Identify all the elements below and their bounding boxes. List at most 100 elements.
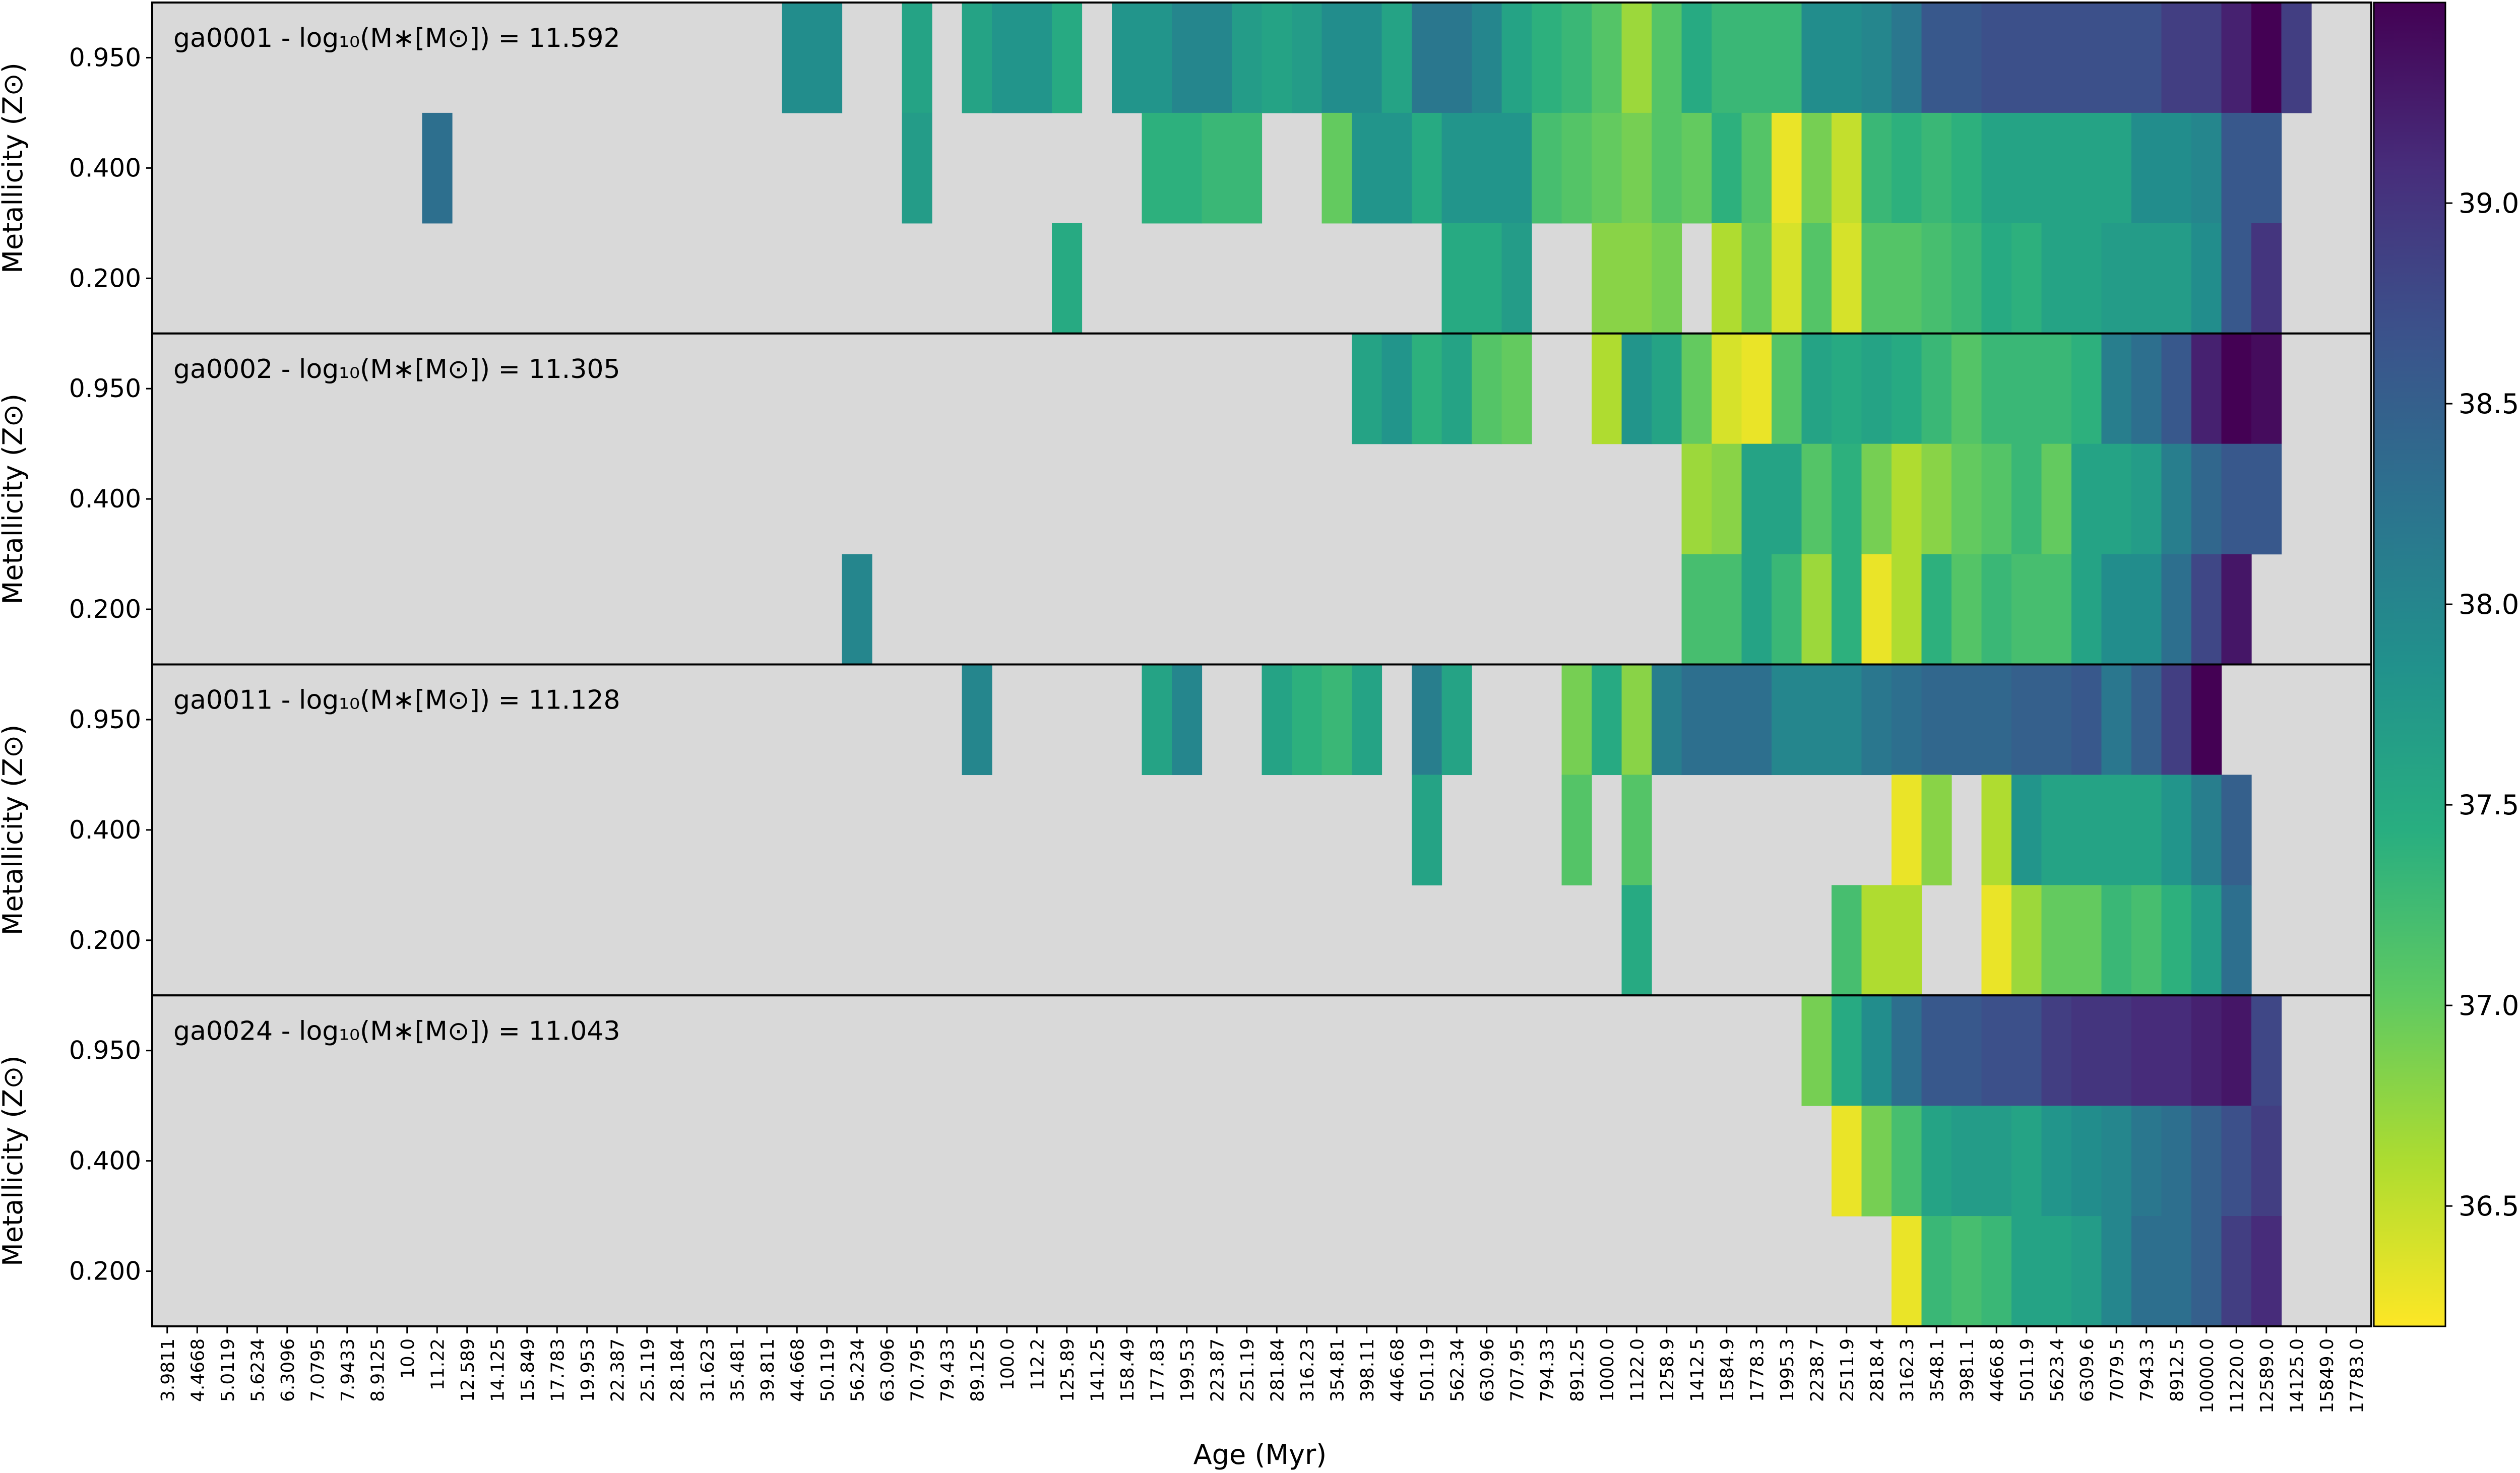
heatmap-cell	[1741, 3, 1772, 113]
heatmap-cell	[2221, 223, 2252, 334]
x-tick-label: 3162.3	[1897, 1338, 1918, 1402]
x-tick-label: 2238.7	[1807, 1338, 1828, 1402]
heatmap-cell	[2101, 1106, 2132, 1216]
x-tick-label: 63.096	[877, 1338, 898, 1402]
heatmap-cell	[422, 112, 453, 224]
panel-ga0011: 0.950 0.400 0.200 ga0011 - log₁₀(M∗[M⊙]) = …	[0, 663, 2372, 997]
heatmap-cell	[2221, 443, 2252, 555]
heatmap-cell	[1621, 333, 1652, 444]
heatmap-cell	[2161, 112, 2192, 224]
heatmap-cell	[2101, 3, 2132, 113]
heatmap-cell	[962, 664, 992, 776]
heatmap-cell	[1861, 664, 1892, 776]
heatmap-cell	[1621, 223, 1652, 334]
heatmap-cell	[1832, 112, 1862, 224]
heatmap-cell	[1112, 3, 1143, 113]
heatmap-cell	[1921, 554, 1952, 665]
heatmap-cell	[2221, 775, 2252, 885]
heatmap-cell	[1921, 3, 1952, 113]
heatmap-cell	[1832, 333, 1862, 444]
heatmap-cell	[1861, 885, 1892, 996]
heatmap-cell	[1892, 1216, 1922, 1327]
heatmap-cell	[1951, 664, 1982, 776]
heatmap-cell	[1861, 223, 1892, 334]
heatmap-cell	[1951, 995, 1982, 1106]
heatmap-cell	[2041, 112, 2072, 224]
heatmap-cell	[2131, 112, 2162, 224]
heatmap-cell	[1321, 112, 1352, 224]
heatmap-cell	[1621, 775, 1652, 885]
heatmap-cell	[1561, 3, 1592, 113]
heatmap-cell	[1292, 664, 1322, 776]
heatmap-cell	[2161, 443, 2192, 555]
heatmap-cell	[2011, 112, 2042, 224]
heatmap-cell	[1892, 223, 1922, 334]
heatmap-cell	[1832, 3, 1862, 113]
heatmap-cell	[2071, 775, 2102, 885]
heatmap-cell	[2131, 443, 2162, 555]
x-tick-label: 28.184	[667, 1338, 688, 1402]
heatmap-cell	[1741, 333, 1772, 444]
x-tick-label: 22.387	[607, 1338, 628, 1402]
heatmap-cell	[1772, 554, 1802, 665]
y-tick-label: 0.950	[69, 43, 141, 72]
heatmap-cell	[2161, 333, 2192, 444]
heatmap-cell	[2221, 995, 2252, 1106]
heatmap-cell	[2191, 1216, 2222, 1327]
y-axis-title: Metallicity (Z⊙)	[0, 725, 29, 935]
heatmap-cell	[2251, 995, 2282, 1106]
heatmap-cell	[1621, 664, 1652, 776]
heatmap-cell	[2221, 1216, 2252, 1327]
heatmap-cell	[2191, 223, 2222, 334]
heatmap-cell	[1981, 3, 2012, 113]
heatmap-cell	[1712, 554, 1742, 665]
heatmap-cell	[1681, 3, 1712, 113]
heatmap-cell	[1652, 223, 1682, 334]
heatmap-cell	[1381, 3, 1412, 113]
x-tick-label: 630.96	[1477, 1338, 1498, 1402]
heatmap-cell	[2011, 885, 2042, 996]
y-tick-label: 0.950	[69, 705, 141, 734]
heatmap-cell	[2161, 775, 2192, 885]
heatmap-cell	[2041, 223, 2072, 334]
heatmap-cell	[2011, 1216, 2042, 1327]
heatmap-cell	[1832, 885, 1862, 996]
heatmap-cell	[2221, 885, 2252, 996]
heatmap-cell	[2191, 775, 2222, 885]
x-tick-label: 7943.3	[2137, 1338, 2158, 1402]
heatmap-cell	[1892, 775, 1922, 885]
x-tick-label: 794.33	[1537, 1338, 1558, 1402]
y-tick-label: 0.400	[69, 1146, 141, 1176]
heatmap-cell	[2161, 1216, 2192, 1327]
x-tick-label: 7.9433	[338, 1338, 358, 1402]
y-axis-title: Metallicity (Z⊙)	[0, 394, 29, 604]
heatmap-cell	[1772, 664, 1802, 776]
heatmap-cell	[2071, 333, 2102, 444]
x-tick-label: 14.125	[487, 1338, 508, 1402]
heatmap-cell	[1621, 885, 1652, 996]
heatmap-cell	[992, 3, 1023, 113]
heatmap-cell	[2221, 112, 2252, 224]
x-tick-label: 11220.0	[2227, 1338, 2247, 1414]
heatmap-cell	[2071, 112, 2102, 224]
heatmap-cell	[1202, 3, 1232, 113]
y-tick-label: 0.950	[69, 1036, 141, 1065]
heatmap-cell	[2131, 223, 2162, 334]
heatmap-cell	[1022, 3, 1052, 113]
heatmap-cell	[1861, 1106, 1892, 1216]
y-tick-label: 0.950	[69, 374, 141, 403]
x-tick-label: 398.11	[1357, 1338, 1378, 1402]
x-tick-label: 44.668	[787, 1338, 808, 1402]
heatmap-cell	[1741, 443, 1772, 555]
panel-frame	[151, 994, 2372, 1327]
heatmap-cell	[2161, 1106, 2192, 1216]
x-tick-label: 10000.0	[2197, 1338, 2218, 1414]
x-tick-label: 11.22	[427, 1338, 448, 1390]
heatmap-cell	[1412, 775, 1442, 885]
heatmap-cell	[1352, 664, 1382, 776]
heatmap-cell	[902, 112, 932, 224]
y-tick-label: 0.400	[69, 815, 141, 845]
heatmap-cell	[1592, 3, 1622, 113]
heatmap-cell	[1292, 3, 1322, 113]
heatmap-cell	[1321, 664, 1352, 776]
